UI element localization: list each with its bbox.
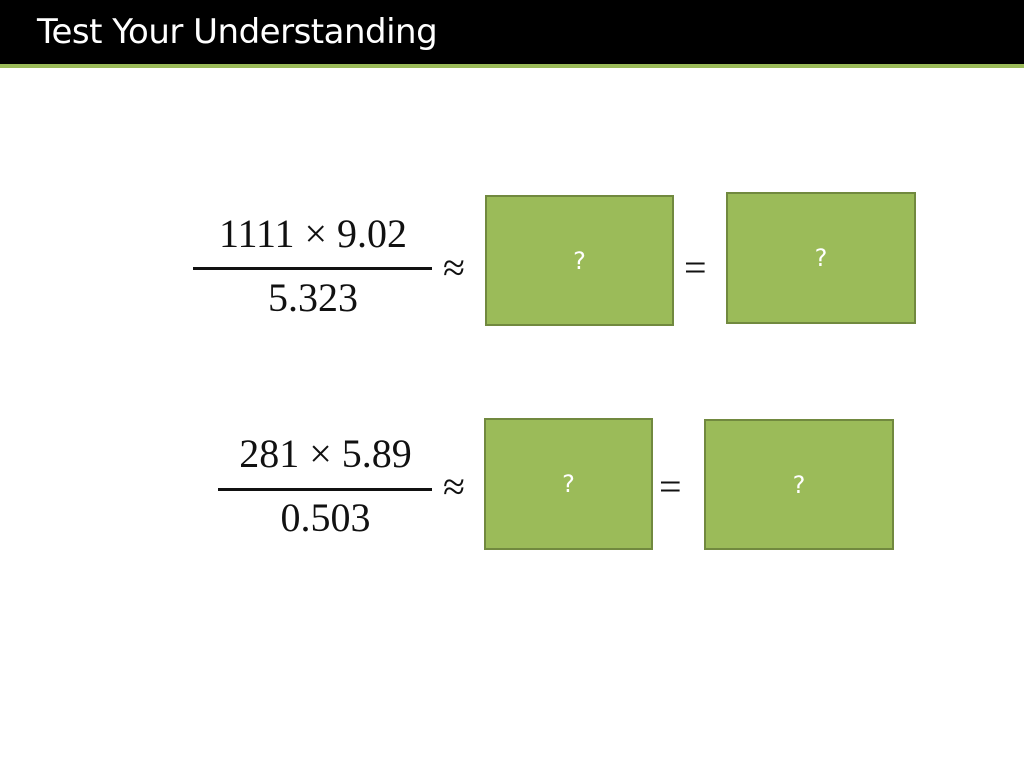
problem-2-answer-box-2[interactable]: ? bbox=[704, 419, 894, 550]
problem-1-numerator: 1111 × 9.02 bbox=[218, 211, 408, 256]
problem-1-answer-box-2[interactable]: ? bbox=[726, 192, 916, 324]
slide-title: Test Your Understanding bbox=[37, 12, 438, 52]
problem-2-numerator: 281 × 5.89 bbox=[239, 431, 412, 476]
problem-2-answer-box-1[interactable]: ? bbox=[484, 418, 653, 550]
answer-placeholder: ? bbox=[814, 244, 828, 272]
problem-1-approx-sign: ≈ bbox=[443, 245, 465, 290]
problem-2-approx-sign: ≈ bbox=[443, 464, 465, 509]
problem-2-equals-sign: = bbox=[659, 464, 682, 509]
problem-1-fraction-bar bbox=[193, 267, 432, 270]
title-underline bbox=[0, 64, 1024, 68]
title-bar bbox=[0, 0, 1024, 64]
problem-2-denominator: 0.503 bbox=[280, 495, 371, 540]
problem-1-equals-sign: = bbox=[684, 245, 707, 290]
answer-placeholder: ? bbox=[573, 247, 586, 275]
problem-2-fraction-bar bbox=[218, 488, 432, 491]
problem-1-denominator: 5.323 bbox=[268, 275, 358, 320]
answer-placeholder: ? bbox=[792, 471, 806, 499]
problem-1-answer-box-1[interactable]: ? bbox=[485, 195, 674, 326]
answer-placeholder: ? bbox=[562, 470, 575, 498]
